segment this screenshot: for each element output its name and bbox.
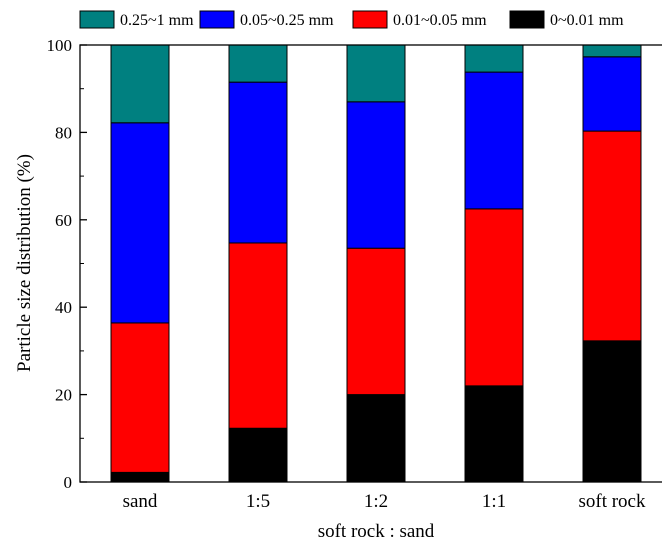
bars (110, 44, 642, 483)
legend-label: 0.25~1 mm (120, 12, 194, 29)
bar-soft-rock-series-1 (582, 130, 642, 342)
bar-1-5-series-2 (228, 81, 288, 244)
bar-soft-rock-series-3 (582, 44, 642, 58)
bar-sand-series-2 (110, 122, 170, 324)
bar-1-1-series-1 (464, 208, 524, 387)
y-tick-label: 0 (64, 473, 73, 492)
bar-1-2-series-0 (346, 394, 406, 483)
legend-swatch (199, 10, 235, 29)
legend: 0.25~1 mm 0.05~0.25 mm 0.01~0.05 mm 0~0.01 … (79, 10, 624, 29)
bar-sand-series-1 (110, 322, 170, 473)
x-tick-label: 1:2 (364, 491, 388, 512)
bar-1-5-series-3 (228, 44, 288, 83)
legend-label: 0.05~0.25 mm (240, 12, 334, 29)
bar-1-2-series-2 (346, 101, 406, 249)
x-tick-label: 1:5 (246, 491, 270, 512)
legend-label: 0~0.01 mm (550, 12, 624, 29)
legend-swatch (509, 10, 545, 29)
bar-1-1-series-0 (464, 385, 524, 483)
bar-soft-rock-series-0 (582, 340, 642, 483)
x-axis-label: soft rock : sand (318, 521, 435, 542)
bar-1-5-series-1 (228, 242, 288, 429)
x-tick-label: soft rock (578, 491, 646, 512)
y-tick-label: 40 (55, 298, 72, 317)
x-tick-label: 1:1 (482, 491, 506, 512)
bar-1-1-series-3 (464, 44, 524, 73)
legend-swatch (352, 10, 388, 29)
bar-soft-rock-series-2 (582, 56, 642, 132)
bar-1-1-series-2 (464, 71, 524, 210)
bar-1-5-series-0 (228, 427, 288, 483)
bar-1-2-series-3 (346, 44, 406, 103)
bar-1-2-series-1 (346, 247, 406, 396)
x-tick-label: sand (123, 491, 158, 512)
y-axis-label: Particle size distribution (%) (14, 154, 35, 372)
axes: 0 20 40 60 80 100 sand 1:5 1:2 1:1 soft rock (47, 36, 662, 512)
legend-label: 0.01~0.05 mm (393, 12, 487, 29)
bar-sand-series-3 (110, 44, 170, 124)
legend-swatch (79, 10, 115, 29)
y-tick-label: 80 (55, 123, 72, 142)
y-tick-label: 60 (55, 211, 72, 230)
y-tick-label: 100 (47, 36, 73, 55)
y-tick-label: 20 (55, 386, 72, 405)
